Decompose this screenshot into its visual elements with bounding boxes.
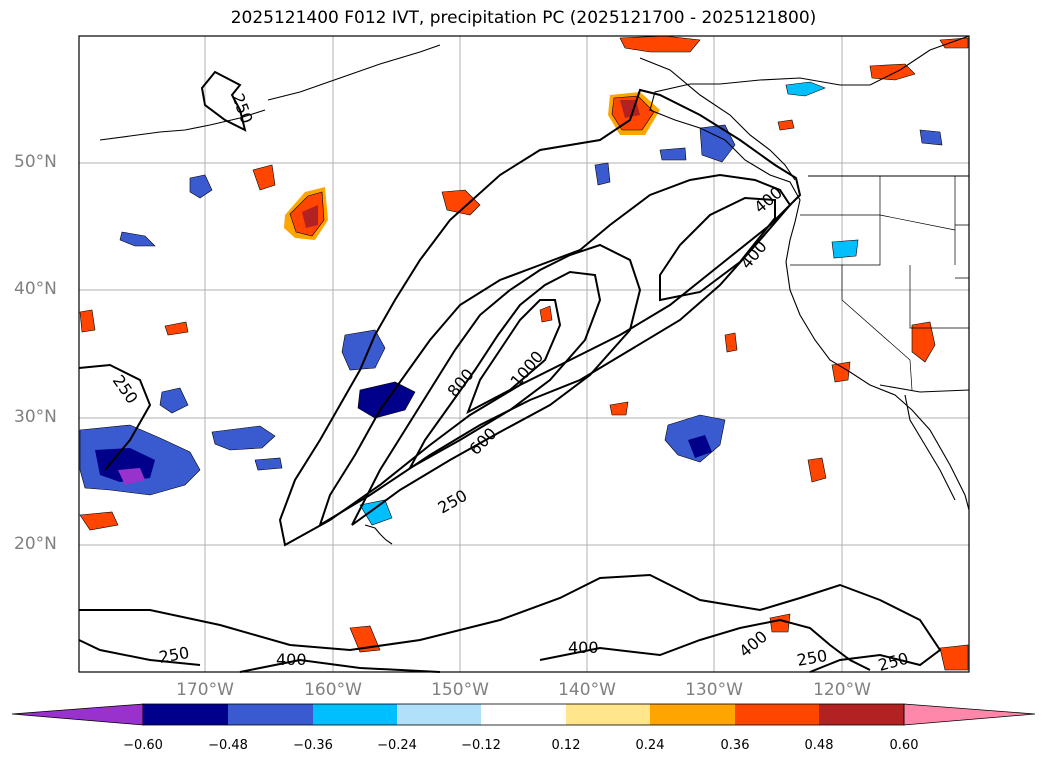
precip-patch	[807, 457, 827, 483]
colorbar-tick-label: 0.24	[635, 738, 665, 753]
precip-patch	[79, 511, 119, 531]
precip-patch	[119, 231, 156, 247]
precip-patch	[189, 174, 213, 199]
lon-label-170w: 170°W	[176, 680, 234, 700]
contour-label: 400	[276, 650, 307, 669]
precip-patch	[211, 425, 276, 451]
colorbar-tick-label: 0.12	[551, 738, 581, 753]
precip-patch	[441, 189, 481, 216]
colorbar-tick-label: −0.60	[123, 738, 163, 753]
colorbar-swatch	[566, 704, 650, 725]
precip-patch	[911, 321, 936, 363]
precip-patch	[349, 625, 381, 653]
colorbar-swatch	[819, 704, 904, 725]
precip-patch	[688, 435, 712, 458]
precip-patch	[252, 164, 276, 191]
precip-patch	[724, 332, 738, 353]
state-border	[800, 214, 956, 231]
colorbar-swatch	[313, 704, 397, 725]
precip-patch	[302, 205, 318, 228]
colorbar-outline	[142, 703, 905, 726]
contour-label: 400	[568, 638, 599, 657]
precip-patch	[785, 81, 826, 97]
coastline-baja	[904, 394, 956, 501]
precip-patch	[769, 613, 791, 633]
coastline-alaska-south	[267, 44, 441, 101]
colorbar-tick-label: −0.24	[377, 738, 417, 753]
precip-patch	[164, 321, 189, 336]
colorbar-swatch	[481, 704, 566, 725]
coastline-hawaii	[364, 524, 393, 545]
lat-label-20n: 20°N	[14, 534, 57, 554]
ivt-contour-400-inner	[659, 196, 776, 302]
precip-patch	[659, 147, 687, 161]
ivt-contour-400	[318, 173, 792, 528]
precip-negative-patches	[79, 81, 943, 526]
coastline-aleutians	[99, 109, 266, 141]
ivt-contour-250-north	[200, 70, 247, 132]
precip-patch	[699, 124, 736, 163]
precip-patch	[939, 644, 969, 671]
precip-patch	[594, 162, 611, 186]
precip-patch	[609, 401, 629, 416]
precip-patch	[118, 468, 145, 485]
ivt-contour-400-south-east	[539, 618, 871, 671]
colorbar-swatch	[735, 704, 819, 725]
precip-patch	[359, 499, 393, 526]
colorbar-tick-label: 0.60	[889, 738, 919, 753]
precip-patch	[777, 119, 795, 131]
precip-patch	[254, 457, 283, 471]
lon-label-140w: 140°W	[558, 680, 616, 700]
map-frame	[78, 35, 970, 673]
precip-patch	[79, 309, 96, 333]
coastline-alaska-panhandle	[639, 57, 796, 181]
colorbar	[11, 703, 1036, 726]
lon-label-150w: 150°W	[431, 680, 489, 700]
colorbar-swatch	[11, 703, 144, 726]
state-borders	[790, 176, 970, 391]
ivt-contours	[78, 70, 942, 673]
state-border	[841, 265, 913, 391]
colorbar-tick-label: −0.48	[208, 738, 248, 753]
state-border	[790, 176, 881, 266]
precip-patch	[159, 387, 189, 414]
colorbar-tick-label: −0.36	[293, 738, 333, 753]
ivt-contour-800	[407, 270, 602, 471]
precip-patch	[341, 329, 386, 371]
lat-label-50n: 50°N	[14, 152, 57, 172]
lon-label-120w: 120°W	[813, 680, 871, 700]
coastline-north-america	[649, 35, 970, 511]
ivt-contour-1000	[466, 299, 562, 415]
lon-label-130w: 130°W	[685, 680, 743, 700]
map-title: 2025121400 F012 IVT, precipitation PC (2…	[230, 8, 817, 28]
colorbar-swatch	[650, 704, 735, 725]
precip-patch	[831, 239, 859, 259]
ivt-contour-edge-north	[78, 639, 201, 666]
colorbar-swatch	[143, 704, 228, 725]
ivt-contour-600	[351, 243, 642, 526]
lon-label-160w: 160°W	[304, 680, 362, 700]
colorbar-swatch	[228, 704, 313, 725]
ivt-contour-250-main	[278, 88, 802, 547]
precip-patch	[939, 37, 969, 49]
ivt-contour-400-south	[239, 658, 441, 673]
lat-label-40n: 40°N	[14, 279, 57, 299]
precip-patch	[831, 361, 851, 383]
colorbar-tick-label: 0.48	[804, 738, 834, 753]
precip-patch	[539, 305, 553, 323]
border-us-mexico	[879, 384, 970, 393]
colorbar-tick-label: 0.36	[720, 738, 750, 753]
precip-patch	[919, 129, 943, 146]
state-border	[909, 265, 969, 329]
ivt-contour-250-west	[78, 363, 152, 471]
colorbar-swatch	[903, 703, 1036, 726]
colorbar-swatch	[397, 704, 481, 725]
lat-label-30n: 30°N	[14, 407, 57, 427]
ivt-contour-250-south	[79, 573, 942, 673]
colorbar-tick-label: −0.12	[461, 738, 501, 753]
map-background	[79, 36, 969, 672]
coastlines	[99, 35, 970, 545]
precip-positive-patches	[79, 35, 969, 671]
